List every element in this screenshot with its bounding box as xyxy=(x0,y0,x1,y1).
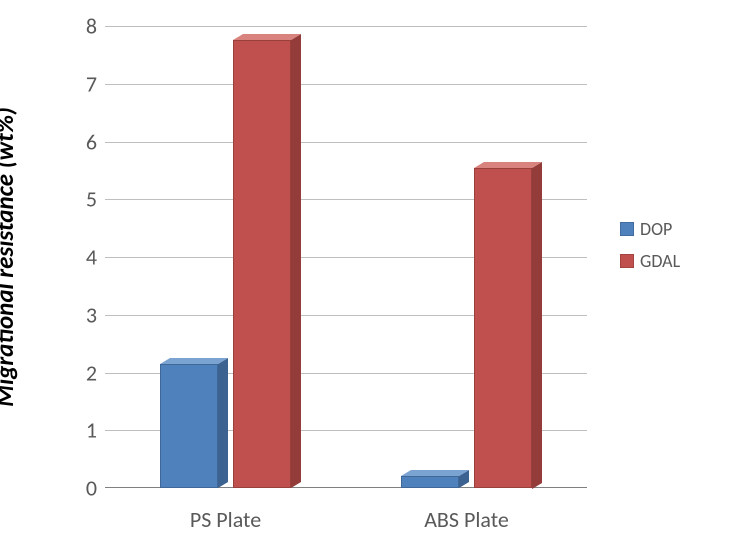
grid-line xyxy=(105,142,587,143)
y-tick-label: 6 xyxy=(86,128,105,155)
bar xyxy=(160,364,218,488)
y-axis-title: Migrational resistance (wt%) xyxy=(0,107,20,407)
legend-item: GDAL xyxy=(620,250,680,272)
bar-front xyxy=(160,364,218,488)
y-tick-label: 4 xyxy=(86,244,105,271)
plot-area: 012345678PS PlateABS Plate xyxy=(105,26,587,488)
y-tick-label: 1 xyxy=(86,417,105,444)
bar-front xyxy=(474,168,532,489)
grid-line xyxy=(105,26,587,27)
chart-container: 012345678PS PlateABS Plate Migrational r… xyxy=(0,0,751,556)
legend-swatch xyxy=(620,222,634,236)
x-category-label: PS Plate xyxy=(190,488,261,533)
bar-front xyxy=(401,476,459,488)
bar xyxy=(233,40,291,488)
legend-label: GDAL xyxy=(640,250,680,272)
bar xyxy=(474,168,532,489)
legend-item: DOP xyxy=(620,218,680,240)
legend: DOP GDAL xyxy=(620,218,680,282)
bar-side xyxy=(218,358,228,488)
legend-swatch xyxy=(620,254,634,268)
bar-front xyxy=(233,40,291,488)
y-tick-label: 0 xyxy=(86,475,105,502)
y-tick-label: 8 xyxy=(86,13,105,40)
y-tick-label: 7 xyxy=(86,70,105,97)
bar xyxy=(401,476,459,488)
bar-side xyxy=(291,34,301,488)
y-tick-label: 2 xyxy=(86,359,105,386)
y-tick-label: 5 xyxy=(86,186,105,213)
bar-side xyxy=(532,162,542,489)
x-category-label: ABS Plate xyxy=(424,488,509,533)
grid-line xyxy=(105,84,587,85)
y-tick-label: 3 xyxy=(86,301,105,328)
legend-label: DOP xyxy=(640,218,672,240)
